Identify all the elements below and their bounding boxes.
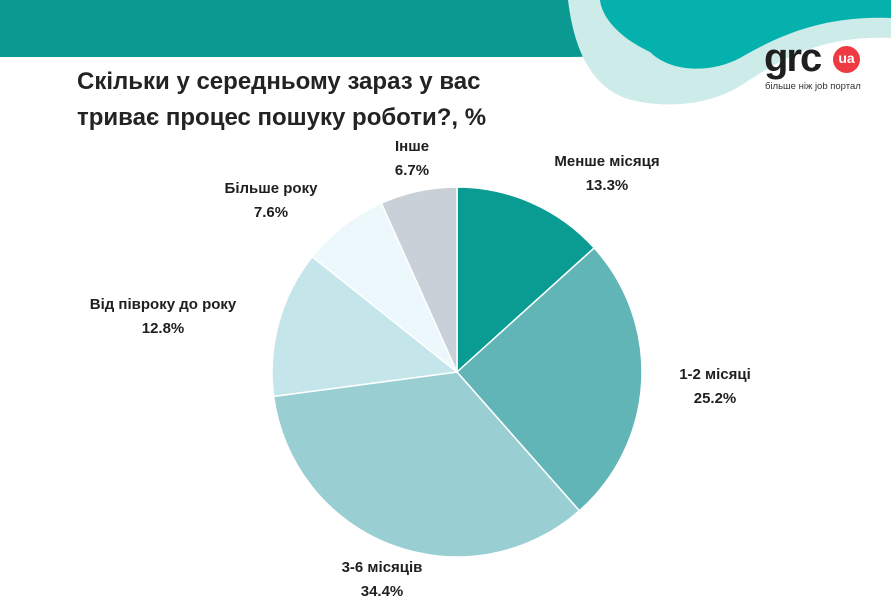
slice-label-half-year-to-year: Від півроку до року 12.8% bbox=[90, 293, 237, 341]
slice-label-value: 6.7% bbox=[394, 162, 430, 179]
slice-label-1-2-months: 1-2 місяці 25.2% bbox=[679, 363, 751, 411]
slice-label-value: 34.4% bbox=[360, 583, 404, 600]
slice-label-name: Більше року bbox=[224, 180, 318, 197]
chart-title-line-2: триває процес пошуку роботи?, % bbox=[77, 104, 487, 131]
slice-label-less-than-month: Менше місяця 13.3% bbox=[554, 150, 659, 198]
logo-badge: ua bbox=[833, 46, 860, 73]
slice-label-value: 13.3% bbox=[585, 177, 629, 194]
logo-wordmark: grc bbox=[764, 36, 822, 80]
slice-label-value: 25.2% bbox=[693, 390, 737, 407]
slice-label-other: Інше 6.7% bbox=[395, 135, 429, 183]
slice-label-name: Від півроку до року bbox=[89, 296, 237, 313]
slice-label-name: Інше bbox=[394, 138, 430, 155]
header-teal-band bbox=[0, 0, 650, 57]
slice-label-name: Менше місяця bbox=[554, 153, 660, 170]
brand-logo: grc ua більше ніж job портал bbox=[762, 36, 880, 96]
slice-label-3-6-months: 3-6 місяців 34.4% bbox=[342, 556, 423, 604]
chart-title-line-1: Скільки у середньому зараз у вас bbox=[77, 68, 481, 95]
pie-slice-3 bbox=[271, 256, 458, 398]
pie-slice-0 bbox=[456, 186, 595, 373]
logo-tagline: більше ніж job портал bbox=[765, 81, 861, 92]
slice-label-name: 1-2 місяці bbox=[679, 366, 751, 383]
pie-slice-2 bbox=[272, 371, 581, 558]
pie-slice-5 bbox=[380, 186, 458, 373]
pie-slice-1 bbox=[456, 247, 643, 512]
slice-label-value: 7.6% bbox=[253, 204, 289, 221]
slice-label-name: 3-6 місяців bbox=[341, 559, 423, 576]
header-band bbox=[0, 0, 891, 105]
slice-label-more-than-year: Більше року 7.6% bbox=[225, 177, 318, 225]
chart-title: Скільки у середньому зараз у вас триває … bbox=[77, 64, 597, 136]
slice-label-value: 12.8% bbox=[141, 320, 185, 337]
header-wave-teal bbox=[600, 0, 891, 69]
